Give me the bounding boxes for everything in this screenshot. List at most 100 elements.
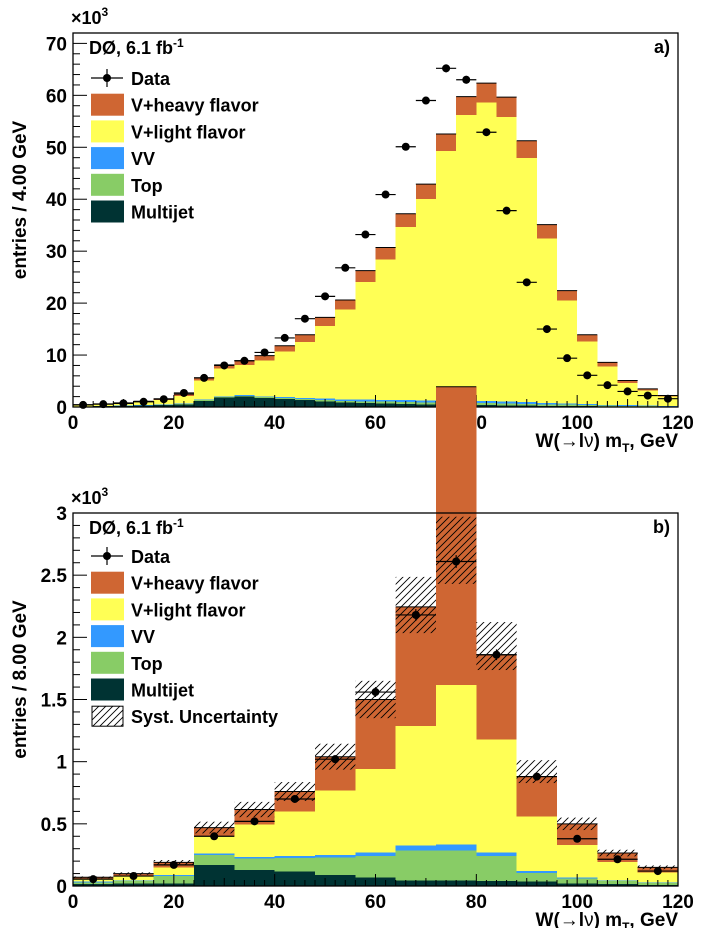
data-point: [371, 688, 380, 697]
legend-swatch-vlf: [91, 598, 124, 621]
x-axis-label: W(→lν) mT, GeV: [536, 431, 679, 455]
data-point: [361, 230, 370, 239]
data-point: [89, 875, 98, 884]
y-multiplier: ×103: [71, 5, 109, 28]
data-point: [331, 755, 340, 764]
y-tick-label: 60: [46, 86, 67, 107]
syst-hatch: [436, 516, 477, 584]
bar-top: [516, 872, 557, 882]
syst-hatch: [395, 576, 436, 634]
bar-vlf: [375, 259, 396, 400]
data-point: [381, 190, 390, 199]
y-tick-label: 20: [46, 294, 67, 315]
legend-swatch-vhf: [91, 571, 124, 594]
bar-top: [436, 850, 477, 881]
bar-vhf: [557, 290, 578, 301]
legend-label: Multijet: [131, 681, 194, 701]
data-point: [532, 772, 541, 781]
legend-label: V+light flavor: [131, 600, 246, 620]
bar-vv: [516, 871, 557, 873]
bar-vlf: [355, 769, 396, 853]
bar-top: [234, 858, 275, 870]
legend-label: VV: [131, 149, 155, 169]
bar-vhf: [415, 184, 436, 199]
bar-vlf: [234, 824, 275, 857]
legend-swatch-vv: [91, 625, 124, 648]
bar-vlf: [355, 281, 376, 400]
bar-vhf: [335, 299, 356, 310]
x-tick-label: 20: [163, 892, 184, 913]
data-point: [290, 794, 299, 803]
bar-vv: [355, 852, 396, 857]
bar-vhf: [617, 380, 638, 383]
y-axis-label: entries / 4.00 GeV: [10, 120, 31, 279]
legend-swatch-vlf: [91, 120, 124, 143]
bar-vv: [234, 395, 255, 396]
bar-vlf: [254, 360, 275, 397]
bar-top: [194, 400, 215, 401]
x-tick-label: 0: [68, 413, 79, 434]
bar-vhf: [395, 213, 416, 227]
chart-panel-b: 0 20 40 60 80 100 120 0 0.5 1 1.5 2 2.5 3×103 entries …: [10, 386, 694, 928]
data-point: [563, 354, 572, 363]
bar-top: [355, 856, 396, 878]
bar-vlf: [173, 395, 194, 404]
bar-vhf: [516, 140, 537, 158]
bar-vlf: [335, 309, 356, 400]
bar-vhf: [536, 224, 557, 239]
bar-top: [274, 398, 295, 400]
bar-vhf: [294, 334, 315, 342]
x-tick-label: 80: [466, 892, 487, 913]
y-tick-label: 40: [46, 190, 67, 211]
bar-vlf: [436, 685, 477, 845]
legend-swatch-vv: [91, 147, 124, 170]
y-tick-label: 0: [56, 877, 67, 898]
data-point: [341, 263, 350, 272]
x-tick-label: 20: [163, 413, 184, 434]
x-tick-label: 60: [365, 413, 386, 434]
bar-vv: [254, 396, 275, 398]
syst-hatch: [516, 760, 557, 784]
legend-label: Syst. Uncertainty: [131, 707, 278, 727]
x-axis: 0 20 40 60 80 100 120: [68, 874, 694, 913]
bar-vhf: [436, 134, 457, 152]
bar-vv: [375, 399, 396, 402]
y-axis-label: entries / 8.00 GeV: [10, 600, 31, 759]
data-point: [300, 314, 309, 323]
bar-vv: [335, 399, 356, 401]
experiment-label: DØ, 6.1 fb-1: [89, 516, 184, 538]
x-tick-label: 40: [264, 892, 285, 913]
data-point: [210, 832, 219, 841]
bar-vv: [355, 399, 376, 402]
bar-vhf: [577, 334, 598, 342]
data-point: [603, 381, 612, 390]
y-tick-label: 3: [56, 504, 67, 525]
bar-vlf: [315, 790, 356, 855]
x-tick-label: 100: [561, 892, 593, 913]
bar-vv: [274, 856, 315, 859]
data-point: [663, 394, 672, 403]
data-point: [240, 356, 249, 365]
x-tick-label: 0: [68, 892, 79, 913]
bar-vlf: [153, 867, 194, 875]
data-point: [583, 371, 592, 380]
bar-vv: [194, 853, 235, 855]
bar-vlf: [436, 151, 457, 401]
bar-vv: [234, 856, 275, 859]
y-axis: 0 10 20 30 40 50 60 70: [46, 32, 87, 419]
data-point: [482, 128, 491, 137]
data-point: [401, 142, 410, 151]
y-tick-label: 10: [46, 346, 67, 367]
bar-vv: [194, 399, 215, 401]
bar-vv: [315, 854, 356, 858]
bar-vlf: [194, 836, 235, 854]
bar-top: [294, 399, 315, 401]
bar-vhf: [597, 362, 618, 367]
bar-top: [194, 854, 235, 865]
legend-swatch-top: [91, 651, 124, 674]
bar-vlf: [274, 811, 315, 857]
legend-label: Multijet: [131, 203, 194, 223]
data-point: [462, 75, 471, 84]
legend-swatch-top: [91, 173, 124, 196]
legend-swatch-syst: [91, 705, 124, 727]
